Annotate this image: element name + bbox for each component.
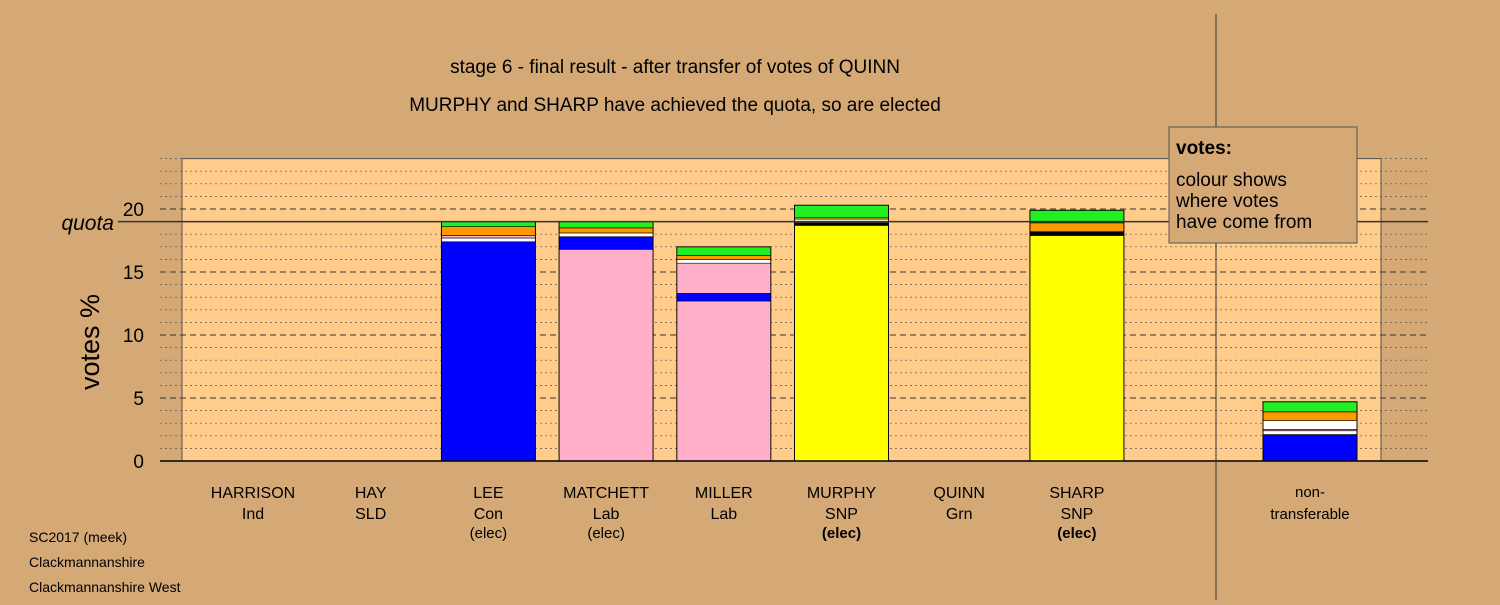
y-axis-label: votes % [75, 294, 105, 390]
category-label-lee: LEE [473, 485, 503, 502]
status-label-murphy: (elec) [822, 525, 861, 542]
bars-group [440, 204, 1358, 462]
bar-segment-miller-orange [676, 255, 772, 260]
status-label-lee: (elec) [470, 525, 508, 542]
bar-segment-lee-orange [441, 226, 536, 236]
bar-segment-sharp-black [1029, 231, 1125, 236]
category-label-sharp: SHARP [1049, 485, 1104, 502]
nontransferable-label-line: non- [1295, 484, 1325, 501]
bar-segment-murphy-green [794, 204, 889, 219]
party-label-hay: SLD [355, 506, 386, 523]
quota-label: quota [61, 212, 114, 235]
party-label-murphy: SNP [825, 506, 858, 523]
bar-segment-murphy-snp [794, 225, 889, 462]
bar-segment-miller-green [676, 246, 772, 256]
party-label-harrison: Ind [242, 506, 264, 523]
legend-box: votes: colour shows where votes have com… [1168, 126, 1358, 244]
y-tick-label: 10 [123, 326, 144, 347]
party-label-miller: Lab [710, 506, 737, 523]
bar-segment-lee-lab [441, 235, 536, 239]
category-label-quinn: QUINN [933, 485, 985, 502]
bar-segment-sharp-snp [1029, 235, 1125, 462]
y-tick-label: 5 [133, 389, 144, 410]
category-label-harrison: HARRISON [211, 485, 295, 502]
status-label-matchett: (elec) [587, 525, 625, 542]
bar-segment-nontransferable-con [1262, 434, 1358, 462]
legend-line-2: where votes [1175, 191, 1278, 212]
status-label-sharp: (elec) [1057, 525, 1096, 542]
legend-line-1: colour shows [1176, 170, 1287, 191]
bar-segment-matchett-green [558, 221, 654, 229]
bar-segment-miller-white [676, 259, 772, 264]
category-label-matchett: MATCHETT [563, 485, 649, 502]
bar-segment-sharp-orange [1029, 222, 1125, 232]
y-tick-label: 20 [123, 200, 144, 221]
category-labels-group: HARRISON Ind HAY SLD LEE Con (elec) MATCHETT Lab… [211, 484, 1350, 542]
legend-line-3: have come from [1176, 212, 1312, 233]
party-label-matchett: Lab [593, 506, 620, 523]
bar-segment-murphy-black [794, 222, 889, 226]
chart-title: stage 6 - final result - after transfer … [450, 57, 900, 78]
bar-segment-nontransferable-white [1262, 430, 1358, 435]
bar-segment-lee-white [441, 237, 536, 243]
bar-segment-lee-con [441, 241, 536, 462]
category-label-miller: MILLER [695, 485, 753, 502]
footer-line-3: Clackmannanshire West [29, 579, 181, 595]
chart-subtitle: MURPHY and SHARP have achieved the quota… [409, 95, 941, 116]
bar-segment-matchett-orange [558, 227, 654, 234]
legend-title: votes: [1176, 138, 1232, 159]
footer-line-1: SC2017 (meek) [29, 529, 127, 545]
party-label-quinn: Grn [946, 506, 973, 523]
category-label-hay: HAY [355, 485, 387, 502]
y-tick-label: 15 [123, 263, 144, 284]
footer-line-2: Clackmannanshire [29, 554, 145, 570]
bar-segment-lee-green [441, 221, 536, 227]
bar-segment-matchett-con [558, 236, 654, 250]
nontransferable-label-line: transferable [1270, 506, 1349, 523]
bar-segment-nontransferable-green [1262, 401, 1358, 413]
bar-segment-miller-lab [676, 300, 772, 462]
y-tick-label: 0 [133, 452, 144, 473]
party-label-lee: Con [474, 506, 503, 523]
bar-segment-matchett-lab [558, 249, 654, 462]
bar-segment-nontransferable-orange [1262, 411, 1358, 421]
bar-segment-miller-lab [676, 262, 772, 294]
bar-segment-matchett-white [558, 232, 654, 238]
bar-segment-nontransferable-white [1262, 420, 1358, 430]
category-label-murphy: MURPHY [807, 485, 877, 502]
party-label-sharp: SNP [1060, 506, 1093, 523]
bar-segment-miller-con [676, 293, 772, 302]
